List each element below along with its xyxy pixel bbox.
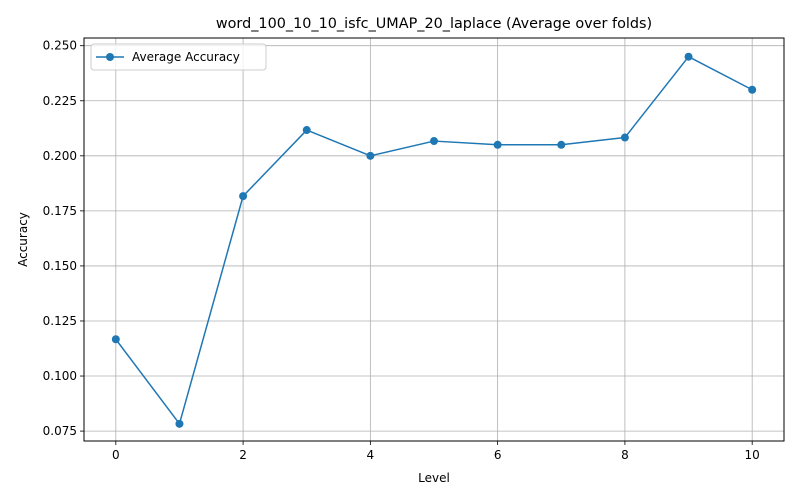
legend-label: Average Accuracy [132, 50, 240, 64]
x-tick-label: 10 [745, 448, 760, 462]
data-point [748, 85, 757, 94]
y-axis: 0.075 0.100 0.125 0.150 0.175 0.200 0.225 0.250 [43, 39, 84, 438]
data-point [366, 151, 375, 160]
x-tick-label: 4 [367, 448, 375, 462]
y-tick-label: 0.125 [43, 314, 77, 328]
x-tick-label: 6 [494, 448, 502, 462]
y-tick-label: 0.175 [43, 204, 77, 218]
data-point [175, 419, 184, 428]
chart-title: word_100_10_10_isfc_UMAP_20_laplace (Ave… [216, 16, 652, 32]
data-point [430, 137, 438, 146]
x-axis: 0 2 4 6 8 10 [112, 441, 760, 462]
data-point [239, 192, 248, 201]
x-tick-label: 2 [239, 448, 247, 462]
data-point [302, 126, 311, 135]
y-tick-label: 0.250 [43, 39, 77, 53]
grid [84, 38, 784, 441]
series-layer [111, 52, 757, 428]
x-tick-label: 8 [621, 448, 629, 462]
data-point [620, 133, 629, 142]
series-line [115, 55, 753, 425]
legend-marker-swatch [106, 53, 114, 61]
legend: Average Accuracy [90, 43, 267, 71]
data-point [493, 140, 502, 149]
data-point [111, 335, 120, 344]
data-point [684, 52, 693, 61]
legend-frame [90, 43, 267, 71]
y-tick-label: 0.075 [43, 424, 77, 438]
y-tick-label: 0.225 [43, 94, 77, 108]
y-tick-label: 0.200 [43, 149, 77, 163]
data-point [557, 140, 566, 149]
y-tick-label: 0.150 [43, 259, 77, 273]
x-tick-label: 0 [112, 448, 120, 462]
y-tick-label: 0.100 [43, 369, 77, 383]
y-axis-label: Accuracy [16, 212, 30, 267]
x-axis-label: Level [418, 471, 450, 485]
plot-frame [83, 37, 785, 442]
